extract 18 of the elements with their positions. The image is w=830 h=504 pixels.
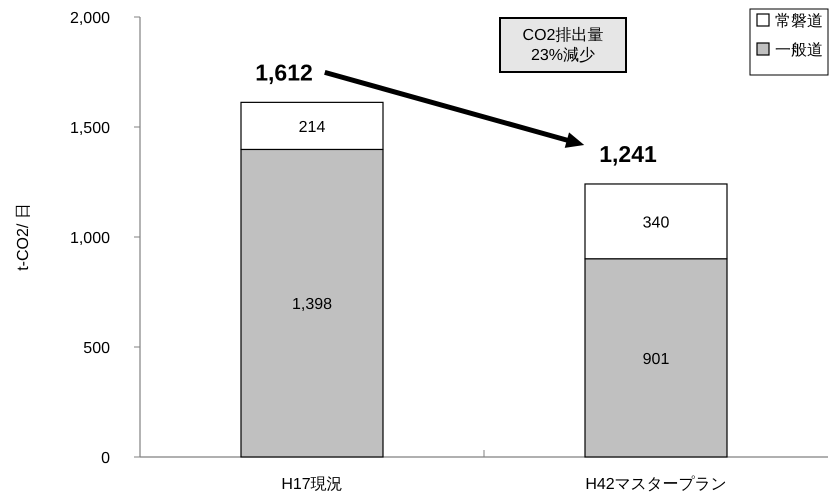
total-label: 1,612 [255,59,313,86]
y-tick-label: 500 [83,340,110,357]
x-tick-label: H17現況 [281,476,343,493]
y-tick-label: 2,000 [70,10,110,27]
data-label: 214 [298,118,326,136]
annotation: CO2排出量 23%減少 [522,26,604,64]
legend-label: 一般道 [775,42,823,59]
y-tick-label: 1,500 [70,120,110,137]
data-label: 1,398 [292,296,332,314]
legend-label: 常磐道 [775,13,823,30]
total-label: 1,241 [599,140,657,167]
annotation: CO2排出量 23%減少 [499,17,627,73]
x-tick-label: H42マスタープラン [585,476,727,493]
y-tick-label: 0 [101,450,110,467]
data-label: 901 [642,350,670,368]
y-axis-title: t-CO2/ 日 [15,203,32,271]
data-label: 340 [642,214,670,232]
y-tick-label: 1,000 [70,230,110,247]
